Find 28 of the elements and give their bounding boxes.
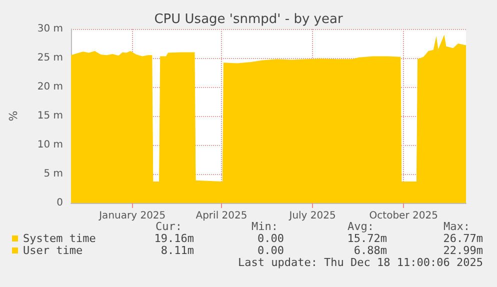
text: Last update: Thu Dec 18 11:00:06 2025 — [238, 256, 484, 269]
text: 0.00 — [258, 232, 284, 245]
chart-title: CPU Usage 'snmpd' - by year — [154, 12, 344, 27]
y-axis-title: % — [7, 110, 20, 122]
y-tick-label: 15 m — [37, 110, 63, 122]
text: 22.99m — [443, 244, 484, 257]
text: Avg: — [348, 220, 374, 233]
y-tick-label: 5 m — [44, 168, 63, 180]
text: 26.77m — [443, 232, 484, 245]
x-tick-label: October 2025 — [369, 210, 438, 222]
y-tick-label: 20 m — [37, 82, 63, 92]
text: Min: — [252, 220, 278, 233]
text: 0.00 — [258, 244, 284, 257]
x-tick-label: July 2025 — [288, 210, 336, 222]
text: 6.88m — [354, 244, 388, 257]
y-tick-label: 10 m — [37, 140, 63, 150]
legend-label: System time — [23, 232, 96, 245]
text: 8.11m — [160, 244, 194, 257]
y-tick-label: 25 m — [37, 52, 63, 64]
text: 15.72m — [347, 232, 388, 245]
legend-label: User time — [23, 244, 83, 257]
text: 19.16m — [154, 232, 194, 245]
text: Cur: — [156, 220, 182, 233]
text: Max: — [444, 220, 470, 233]
x-tick-label: April 2025 — [196, 210, 248, 222]
y-tick-label: 30 m — [37, 24, 63, 34]
x-tick-label: January 2025 — [98, 210, 166, 222]
y-tick-label: 0 — [56, 198, 63, 208]
